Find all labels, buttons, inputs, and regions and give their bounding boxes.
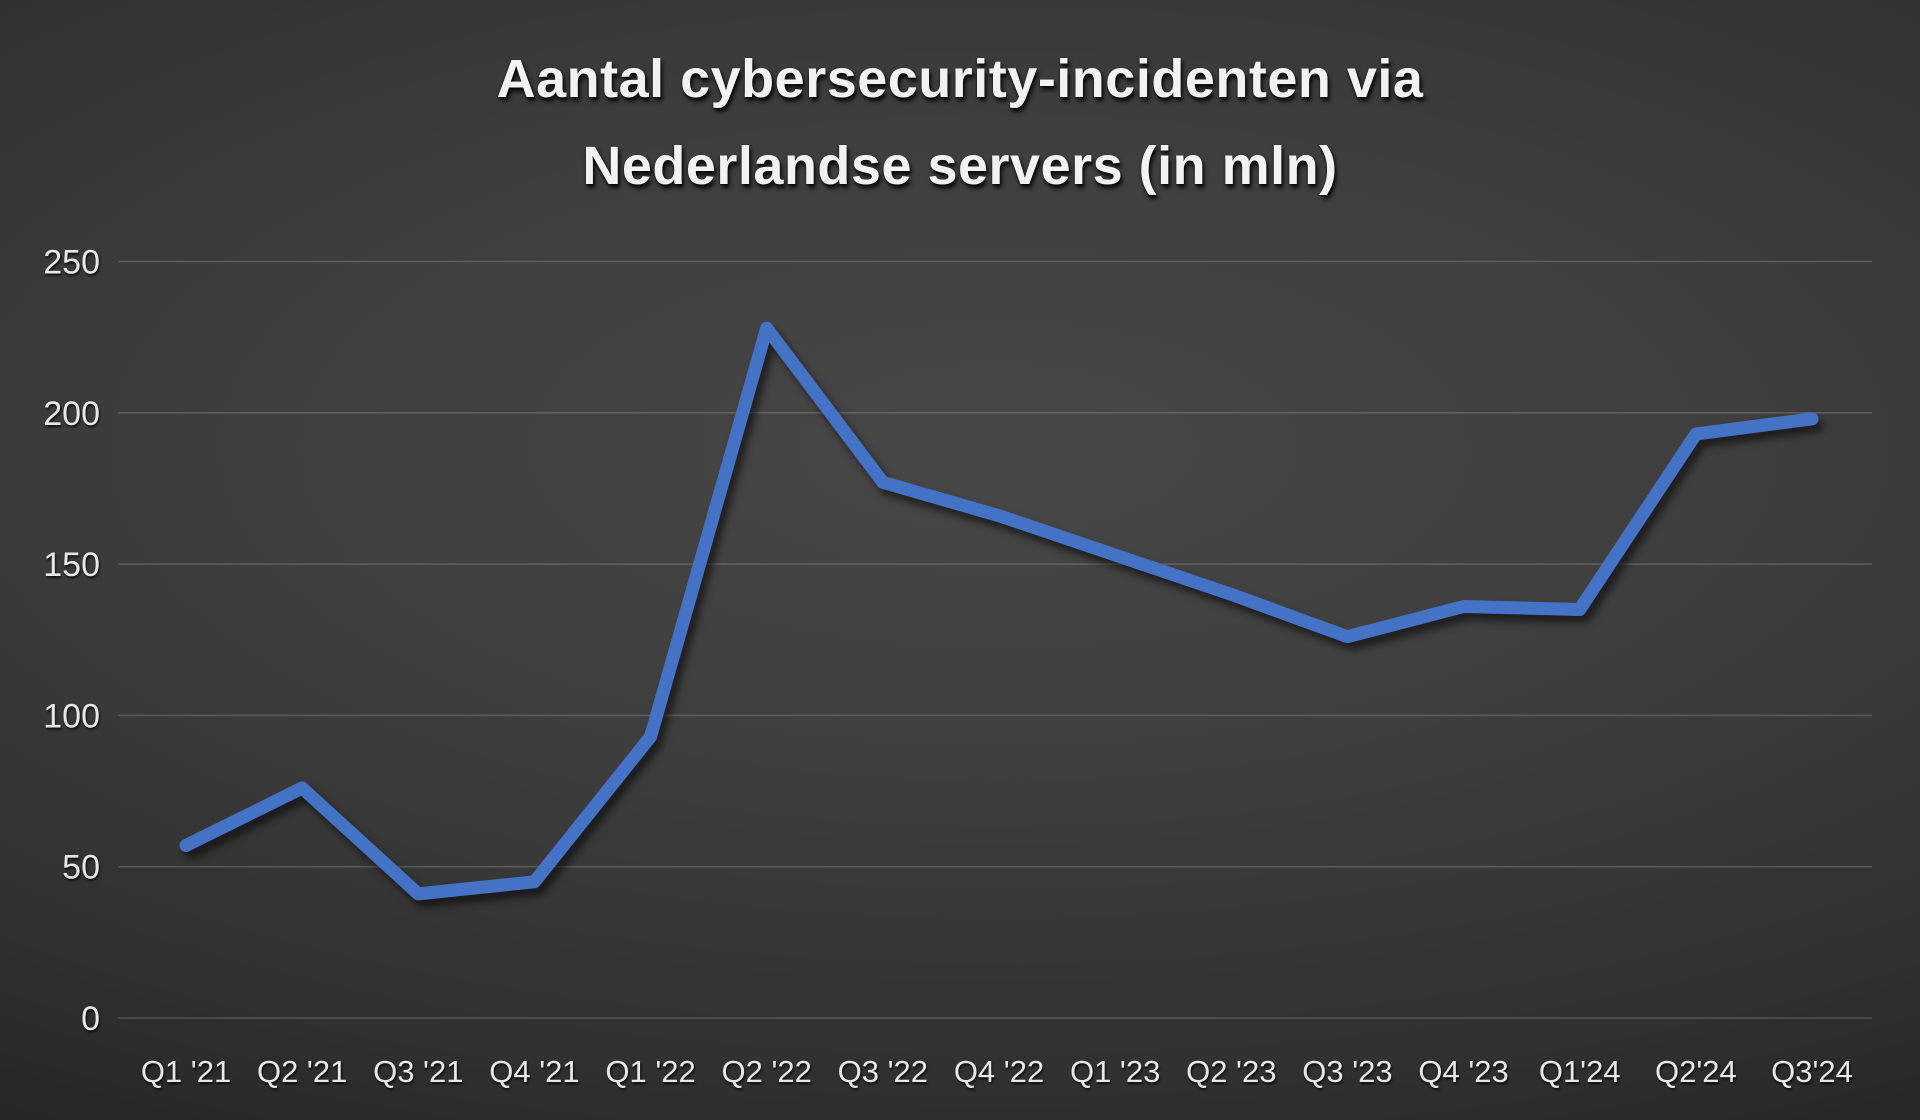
x-axis-tick-label: Q1'24 [1539,1054,1621,1089]
x-axis-tick-label: Q4 '23 [1418,1054,1508,1089]
x-axis-tick-label: Q1 '23 [1070,1054,1160,1089]
y-axis-tick-label: 150 [43,546,100,584]
chart-title: Aantal cybersecurity-incidenten via Nede… [0,36,1920,211]
x-axis-tick-label: Q4 '21 [489,1054,579,1089]
x-axis-tick-label: Q2 '21 [257,1054,347,1089]
x-axis-tick-label: Q3 '23 [1302,1054,1392,1089]
y-axis-tick-label: 0 [81,1000,100,1038]
data-series-line [179,321,1819,901]
x-axis-tick-label: Q2 '23 [1186,1054,1276,1089]
y-axis-tick-label: 250 [43,244,100,282]
x-axis-tick-label: Q1 '21 [141,1054,231,1089]
x-axis-tick-label: Q1 '22 [605,1054,695,1089]
x-axis-tick-label: Q2'24 [1655,1054,1737,1089]
chart-title-line-2: Nederlandse servers (in mln) [582,136,1338,197]
x-axis-tick-label: Q3 '21 [373,1054,463,1089]
x-axis-tick-label: Q3'24 [1771,1054,1853,1089]
x-axis-tick-label: Q3 '22 [838,1054,928,1089]
chart-title-line-1: Aantal cybersecurity-incidenten via [496,49,1424,109]
x-axis-tick-label: Q2 '22 [722,1054,812,1089]
y-axis-tick-label: 50 [62,849,100,887]
x-axis-tick-label: Q4 '22 [954,1054,1044,1089]
y-axis-tick-label: 100 [43,697,100,735]
y-axis-tick-label: 200 [43,395,100,433]
